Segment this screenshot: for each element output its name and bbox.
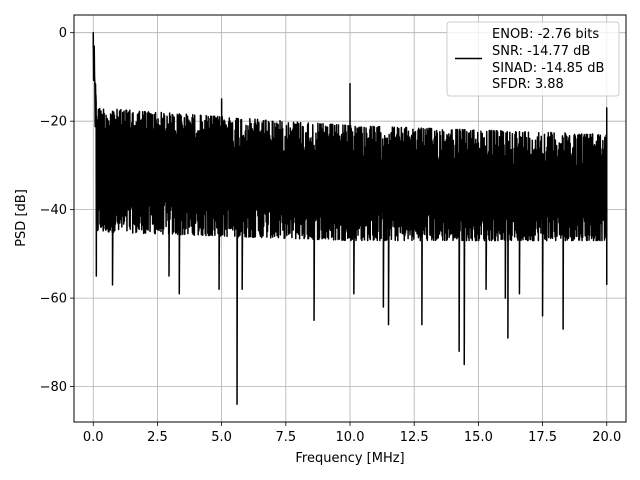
x-tick-label: 0.0: [83, 430, 104, 445]
x-tick-label: 5.0: [211, 430, 232, 445]
legend-entry-sfdr: SFDR: 3.88: [492, 77, 564, 92]
legend-entry-snr: SNR: -14.77 dB: [492, 44, 590, 59]
x-axis-ticks: 0.0 2.5 5.0 7.5 10.0 12.5 15.0 17.5 20.0: [83, 422, 621, 445]
legend-box: [446, 21, 620, 97]
x-tick-label: 7.5: [275, 430, 296, 445]
x-axis-label: Frequency [MHz]: [295, 451, 404, 466]
plot-area: [92, 31, 608, 406]
x-tick-label: 2.5: [147, 430, 168, 445]
x-tick-label: 20.0: [592, 430, 621, 445]
legend-entry-sinad: SINAD: -14.85 dB: [492, 61, 604, 76]
y-axis-ticks: 0 −20 −40 −60 −80: [40, 26, 74, 395]
y-tick-label: −80: [40, 380, 67, 395]
y-tick-label: 0: [59, 26, 67, 41]
x-tick-label: 17.5: [528, 430, 557, 445]
y-tick-label: −40: [40, 203, 67, 218]
y-tick-label: −20: [40, 115, 67, 130]
x-tick-label: 12.5: [400, 430, 429, 445]
x-tick-label: 10.0: [336, 430, 365, 445]
x-tick-label: 15.0: [464, 430, 493, 445]
y-tick-label: −60: [40, 292, 67, 307]
legend-entry-enob: ENOB: -2.76 bits: [492, 27, 599, 42]
series-psd-line: [92, 31, 608, 406]
legend: ENOB: -2.76 bits SNR: -14.77 dB SINAD: -…: [446, 21, 620, 97]
y-axis-label: PSD [dB]: [14, 189, 29, 247]
